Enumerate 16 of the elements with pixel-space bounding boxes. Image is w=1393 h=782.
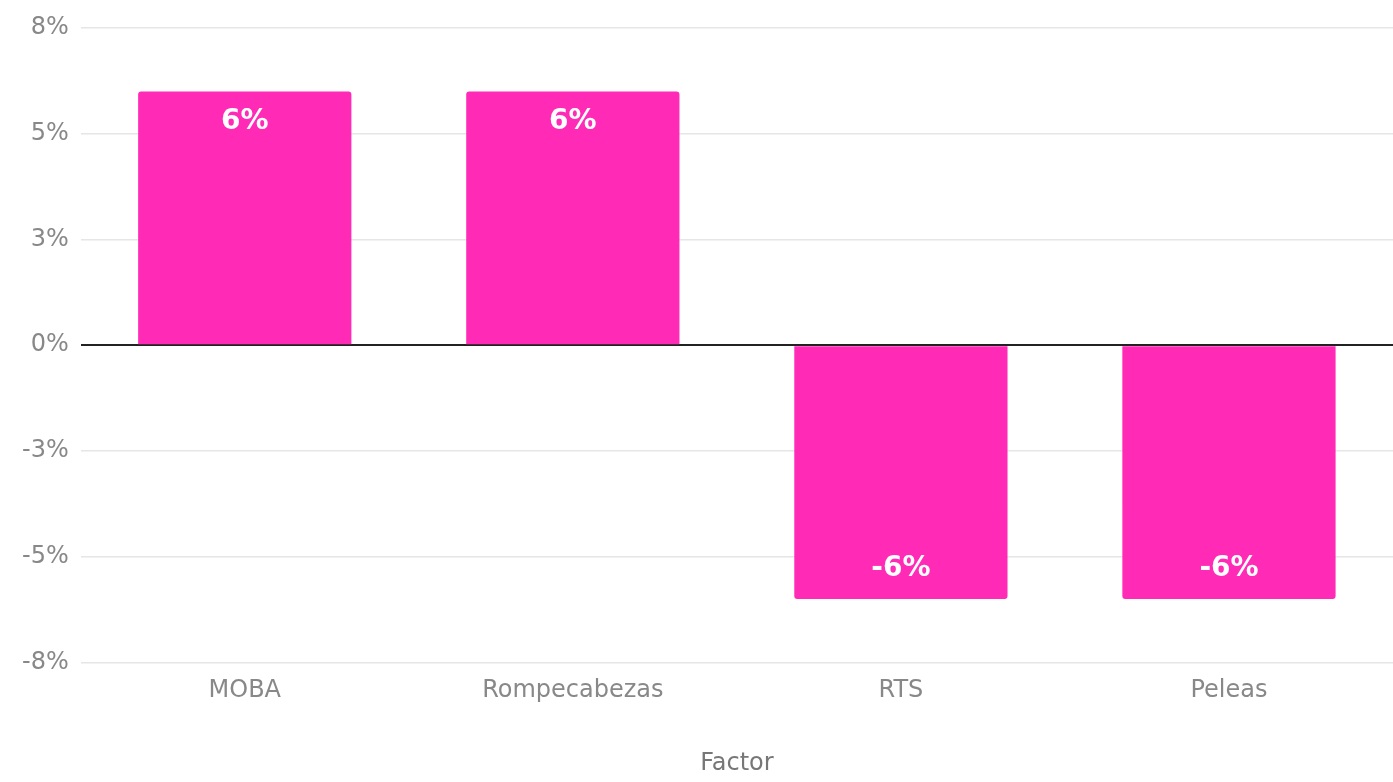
x-axis-title: Factor [700,747,774,776]
y-tick-label: -5% [22,540,69,569]
data-label: -6% [871,550,931,584]
x-tick-label: RTS [878,675,924,704]
data-label: -6% [1199,550,1259,584]
y-tick-label: -8% [22,646,69,675]
x-tick-label: Peleas [1190,675,1268,704]
x-tick-label: Rompecabezas [482,675,664,704]
y-tick-label: 5% [30,117,69,146]
data-label: 6% [549,102,597,136]
data-label: 6% [220,102,269,136]
y-tick-label: 0% [30,329,69,358]
y-tick-label: 8% [30,12,69,41]
x-tick-label: MOBA [208,675,282,704]
y-tick-label: 3% [30,223,69,252]
y-tick-label: -3% [22,435,69,464]
